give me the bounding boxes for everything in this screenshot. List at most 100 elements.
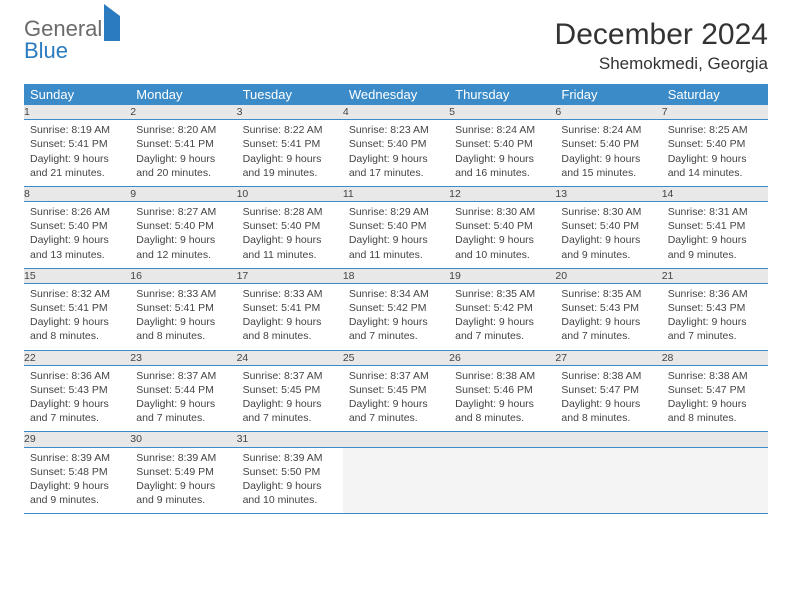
sunrise-line: Sunrise: 8:36 AM xyxy=(30,369,124,383)
day-content: Sunrise: 8:38 AMSunset: 5:47 PMDaylight:… xyxy=(662,366,768,432)
day-cell: Sunrise: 8:36 AMSunset: 5:43 PMDaylight:… xyxy=(24,365,130,432)
daylight-line: Daylight: 9 hours and 19 minutes. xyxy=(243,152,337,180)
day-number-row: 293031 xyxy=(24,432,768,447)
sunrise-line: Sunrise: 8:38 AM xyxy=(455,369,549,383)
day-number-cell: 28 xyxy=(662,350,768,365)
day-content: Sunrise: 8:25 AMSunset: 5:40 PMDaylight:… xyxy=(662,120,768,186)
day-number-cell: 2 xyxy=(130,105,236,120)
sunrise-line: Sunrise: 8:35 AM xyxy=(561,287,655,301)
sunset-line: Sunset: 5:46 PM xyxy=(455,383,549,397)
day-number-cell: 6 xyxy=(555,105,661,120)
day-number-cell: 31 xyxy=(237,432,343,447)
day-cell: Sunrise: 8:22 AMSunset: 5:41 PMDaylight:… xyxy=(237,120,343,187)
sunrise-line: Sunrise: 8:25 AM xyxy=(668,123,762,137)
sunset-line: Sunset: 5:42 PM xyxy=(349,301,443,315)
sunrise-line: Sunrise: 8:37 AM xyxy=(136,369,230,383)
day-content: Sunrise: 8:35 AMSunset: 5:42 PMDaylight:… xyxy=(449,284,555,350)
day-cell: Sunrise: 8:38 AMSunset: 5:46 PMDaylight:… xyxy=(449,365,555,432)
weekday-header: Monday xyxy=(130,84,236,105)
day-cell: Sunrise: 8:30 AMSunset: 5:40 PMDaylight:… xyxy=(449,202,555,269)
day-number-cell: 29 xyxy=(24,432,130,447)
day-content: Sunrise: 8:29 AMSunset: 5:40 PMDaylight:… xyxy=(343,202,449,268)
day-content: Sunrise: 8:26 AMSunset: 5:40 PMDaylight:… xyxy=(24,202,130,268)
day-cell: Sunrise: 8:24 AMSunset: 5:40 PMDaylight:… xyxy=(449,120,555,187)
sunset-line: Sunset: 5:41 PM xyxy=(668,219,762,233)
day-number-cell: 7 xyxy=(662,105,768,120)
day-content: Sunrise: 8:36 AMSunset: 5:43 PMDaylight:… xyxy=(24,366,130,432)
weekday-header: Wednesday xyxy=(343,84,449,105)
sunrise-line: Sunrise: 8:38 AM xyxy=(561,369,655,383)
sunrise-line: Sunrise: 8:32 AM xyxy=(30,287,124,301)
sunset-line: Sunset: 5:48 PM xyxy=(30,465,124,479)
daylight-line: Daylight: 9 hours and 12 minutes. xyxy=(136,233,230,261)
day-content: Sunrise: 8:37 AMSunset: 5:45 PMDaylight:… xyxy=(343,366,449,432)
day-content: Sunrise: 8:33 AMSunset: 5:41 PMDaylight:… xyxy=(130,284,236,350)
day-content: Sunrise: 8:19 AMSunset: 5:41 PMDaylight:… xyxy=(24,120,130,186)
day-cell: Sunrise: 8:37 AMSunset: 5:45 PMDaylight:… xyxy=(343,365,449,432)
weekday-header: Thursday xyxy=(449,84,555,105)
daylight-line: Daylight: 9 hours and 16 minutes. xyxy=(455,152,549,180)
day-content: Sunrise: 8:38 AMSunset: 5:47 PMDaylight:… xyxy=(555,366,661,432)
sunrise-line: Sunrise: 8:30 AM xyxy=(455,205,549,219)
daylight-line: Daylight: 9 hours and 9 minutes. xyxy=(561,233,655,261)
daylight-line: Daylight: 9 hours and 15 minutes. xyxy=(561,152,655,180)
day-cell: Sunrise: 8:38 AMSunset: 5:47 PMDaylight:… xyxy=(555,365,661,432)
sunset-line: Sunset: 5:47 PM xyxy=(561,383,655,397)
sunset-line: Sunset: 5:40 PM xyxy=(243,219,337,233)
calendar-table: Sunday Monday Tuesday Wednesday Thursday… xyxy=(24,84,768,514)
day-cell: Sunrise: 8:25 AMSunset: 5:40 PMDaylight:… xyxy=(662,120,768,187)
daylight-line: Daylight: 9 hours and 7 minutes. xyxy=(668,315,762,343)
day-content: Sunrise: 8:24 AMSunset: 5:40 PMDaylight:… xyxy=(555,120,661,186)
day-number-row: 1234567 xyxy=(24,105,768,120)
day-number-cell: 4 xyxy=(343,105,449,120)
sunrise-line: Sunrise: 8:37 AM xyxy=(243,369,337,383)
sunrise-line: Sunrise: 8:37 AM xyxy=(349,369,443,383)
day-content: Sunrise: 8:32 AMSunset: 5:41 PMDaylight:… xyxy=(24,284,130,350)
day-number-cell: 12 xyxy=(449,186,555,201)
day-cell: Sunrise: 8:29 AMSunset: 5:40 PMDaylight:… xyxy=(343,202,449,269)
daylight-line: Daylight: 9 hours and 17 minutes. xyxy=(349,152,443,180)
daylight-line: Daylight: 9 hours and 7 minutes. xyxy=(136,397,230,425)
day-cell: Sunrise: 8:37 AMSunset: 5:44 PMDaylight:… xyxy=(130,365,236,432)
day-cell: Sunrise: 8:39 AMSunset: 5:48 PMDaylight:… xyxy=(24,447,130,514)
day-content-row: Sunrise: 8:39 AMSunset: 5:48 PMDaylight:… xyxy=(24,447,768,514)
sunrise-line: Sunrise: 8:30 AM xyxy=(561,205,655,219)
sunset-line: Sunset: 5:40 PM xyxy=(561,137,655,151)
day-number-cell: 23 xyxy=(130,350,236,365)
day-cell: Sunrise: 8:30 AMSunset: 5:40 PMDaylight:… xyxy=(555,202,661,269)
sunset-line: Sunset: 5:50 PM xyxy=(243,465,337,479)
day-number-cell: 25 xyxy=(343,350,449,365)
daylight-line: Daylight: 9 hours and 13 minutes. xyxy=(30,233,124,261)
day-number-row: 891011121314 xyxy=(24,186,768,201)
day-cell xyxy=(343,447,449,514)
day-number-cell: 22 xyxy=(24,350,130,365)
day-number-cell: 16 xyxy=(130,268,236,283)
day-number-cell xyxy=(343,432,449,447)
sunset-line: Sunset: 5:41 PM xyxy=(30,137,124,151)
sunset-line: Sunset: 5:49 PM xyxy=(136,465,230,479)
day-cell: Sunrise: 8:33 AMSunset: 5:41 PMDaylight:… xyxy=(130,283,236,350)
sunrise-line: Sunrise: 8:33 AM xyxy=(136,287,230,301)
day-content: Sunrise: 8:39 AMSunset: 5:48 PMDaylight:… xyxy=(24,448,130,514)
location: Shemokmedi, Georgia xyxy=(555,54,768,74)
day-content: Sunrise: 8:33 AMSunset: 5:41 PMDaylight:… xyxy=(237,284,343,350)
day-cell: Sunrise: 8:26 AMSunset: 5:40 PMDaylight:… xyxy=(24,202,130,269)
daylight-line: Daylight: 9 hours and 8 minutes. xyxy=(668,397,762,425)
sunrise-line: Sunrise: 8:20 AM xyxy=(136,123,230,137)
day-number-cell: 21 xyxy=(662,268,768,283)
day-number-cell: 26 xyxy=(449,350,555,365)
sunset-line: Sunset: 5:41 PM xyxy=(136,137,230,151)
day-content: Sunrise: 8:27 AMSunset: 5:40 PMDaylight:… xyxy=(130,202,236,268)
sunset-line: Sunset: 5:40 PM xyxy=(136,219,230,233)
day-cell: Sunrise: 8:38 AMSunset: 5:47 PMDaylight:… xyxy=(662,365,768,432)
sunset-line: Sunset: 5:42 PM xyxy=(455,301,549,315)
day-cell: Sunrise: 8:31 AMSunset: 5:41 PMDaylight:… xyxy=(662,202,768,269)
sunset-line: Sunset: 5:43 PM xyxy=(30,383,124,397)
weekday-header: Saturday xyxy=(662,84,768,105)
sunset-line: Sunset: 5:45 PM xyxy=(349,383,443,397)
sunset-line: Sunset: 5:41 PM xyxy=(30,301,124,315)
daylight-line: Daylight: 9 hours and 11 minutes. xyxy=(243,233,337,261)
day-number-cell: 18 xyxy=(343,268,449,283)
weekday-header: Friday xyxy=(555,84,661,105)
day-number-cell: 3 xyxy=(237,105,343,120)
